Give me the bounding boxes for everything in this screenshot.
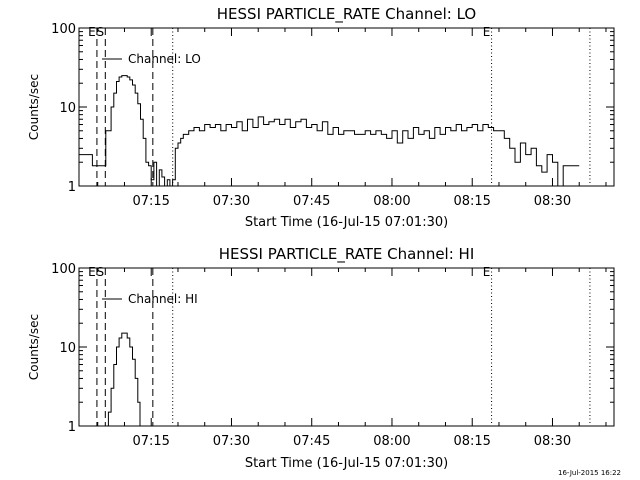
- x-tick-label: 08:00: [373, 434, 410, 449]
- x-tick-label: 07:30: [213, 434, 250, 449]
- x-axis-label: Start Time (16-Jul-15 07:01:30): [245, 215, 448, 230]
- y-tick-label: 1: [68, 180, 76, 195]
- series-line: [79, 75, 580, 187]
- series-line: [106, 332, 141, 427]
- footer-timestamp: 16-Jul-2015 16:22: [558, 469, 621, 477]
- x-tick-label: 08:15: [453, 434, 490, 449]
- y-tick-label: 1: [68, 420, 76, 435]
- marker-label: E: [483, 25, 491, 39]
- marker-label: E: [88, 265, 96, 279]
- x-tick-label: 08:30: [534, 194, 571, 209]
- legend-label: Channel: LO: [128, 52, 201, 66]
- marker-label: S: [96, 265, 104, 279]
- x-tick-label: 08:15: [453, 194, 490, 209]
- marker-label: E: [483, 265, 491, 279]
- chart-panel-lo: HESSI PARTICLE_RATE Channel: LO Start Tim…: [27, 5, 615, 230]
- x-tick-label: 08:00: [373, 194, 410, 209]
- x-tick-label: 07:15: [132, 194, 169, 209]
- y-tick-label: 10: [59, 341, 76, 356]
- x-axis-label: Start Time (16-Jul-15 07:01:30): [245, 456, 448, 471]
- legend-label: Channel: HI: [128, 292, 198, 306]
- x-tick-label: 07:15: [132, 434, 169, 449]
- x-tick-label: 08:30: [534, 434, 571, 449]
- x-tick-label: 07:45: [293, 434, 330, 449]
- y-axis-label: Counts/sec: [27, 314, 41, 380]
- chart-panel-hi: HESSI PARTICLE_RATE Channel: HI Start Tim…: [27, 245, 615, 471]
- marker-label: E: [88, 25, 96, 39]
- x-tick-label: 07:30: [213, 194, 250, 209]
- x-tick-label: 07:45: [293, 194, 330, 209]
- chart-title: HESSI PARTICLE_RATE Channel: LO: [217, 5, 476, 24]
- y-tick-label: 100: [51, 262, 76, 277]
- y-tick-label: 10: [59, 101, 76, 116]
- y-axis-label: Counts/sec: [27, 74, 41, 140]
- marker-label: S: [96, 25, 104, 39]
- chart-title: HESSI PARTICLE_RATE Channel: HI: [219, 245, 475, 264]
- y-tick-label: 100: [51, 22, 76, 37]
